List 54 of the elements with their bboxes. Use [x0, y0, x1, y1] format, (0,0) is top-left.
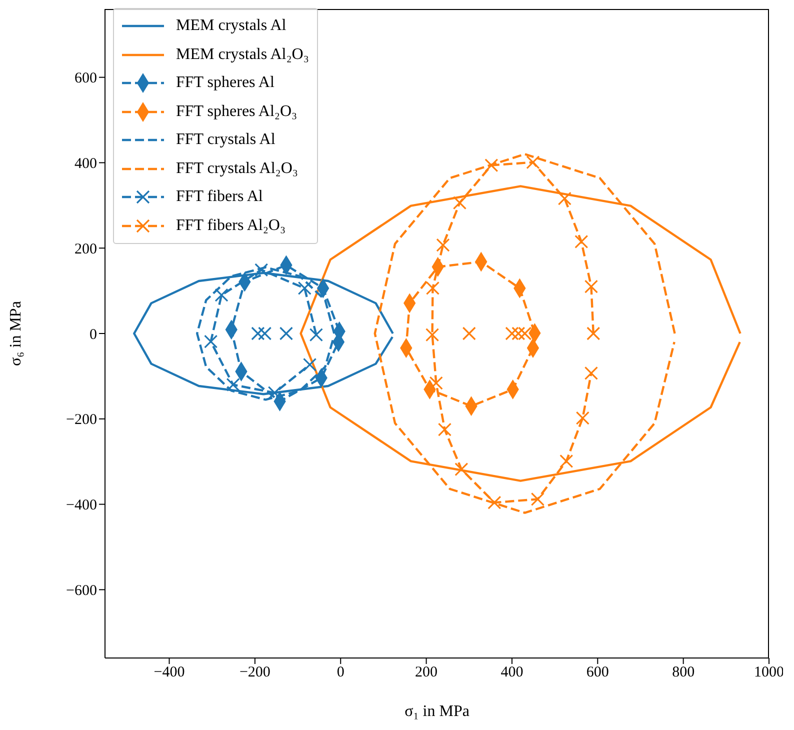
point [438, 422, 452, 436]
point [584, 366, 598, 380]
x-tick-label: 800 [672, 664, 695, 681]
point [462, 326, 476, 340]
y-tick-label: 200 [74, 241, 97, 258]
point [576, 411, 590, 425]
legend-label: FFT spheres Al₂O₃ [176, 102, 298, 121]
point [526, 155, 540, 170]
point [454, 462, 468, 476]
point [584, 280, 598, 294]
point [484, 158, 498, 172]
point [452, 196, 467, 210]
point [279, 326, 294, 340]
x-tick-label: −400 [154, 664, 185, 681]
x-tick-label: 600 [586, 664, 609, 681]
point [488, 496, 502, 510]
point [426, 281, 440, 296]
x-tick-label: 400 [500, 664, 524, 681]
y-tick-label: −400 [66, 498, 97, 514]
legend-label: MEM crystals Al₂O₃ [176, 46, 309, 64]
point [268, 386, 282, 400]
y-tick-label: 600 [74, 70, 97, 87]
legend-label: FFT crystals Al₂O₃ [176, 160, 298, 178]
point [425, 328, 440, 342]
y-tick-label: −600 [66, 583, 97, 600]
point [258, 326, 272, 340]
point [436, 238, 450, 252]
legend-label: FFT fibers Al₂O₃ [176, 216, 286, 235]
y-axis-title: σ₆ in MPa [8, 301, 25, 366]
x-tick-label: 0 [336, 664, 344, 681]
x-axis-title: σ₁ in MPa [404, 703, 470, 720]
point [560, 454, 574, 468]
point [574, 234, 588, 248]
point [204, 334, 218, 348]
point [586, 326, 600, 340]
point [302, 358, 317, 372]
point [251, 326, 265, 340]
legend-label: MEM crystals Al [176, 17, 286, 36]
y-tick-label: 400 [74, 156, 97, 172]
point [512, 326, 526, 340]
legend-label: FFT fibers Al [176, 188, 263, 206]
point [214, 288, 228, 302]
legend-label: FFT spheres Al [176, 74, 274, 92]
x-tick-label: 200 [415, 664, 438, 681]
point [530, 492, 544, 506]
y-tick-label: 0 [90, 326, 97, 343]
legend-label: FFT crystals Al [176, 131, 276, 150]
point [558, 192, 572, 206]
x-tick-label: −200 [239, 664, 270, 681]
point [298, 281, 312, 296]
y-tick-label: −200 [66, 412, 97, 428]
point [309, 328, 323, 342]
point [429, 376, 443, 390]
point [226, 378, 240, 392]
